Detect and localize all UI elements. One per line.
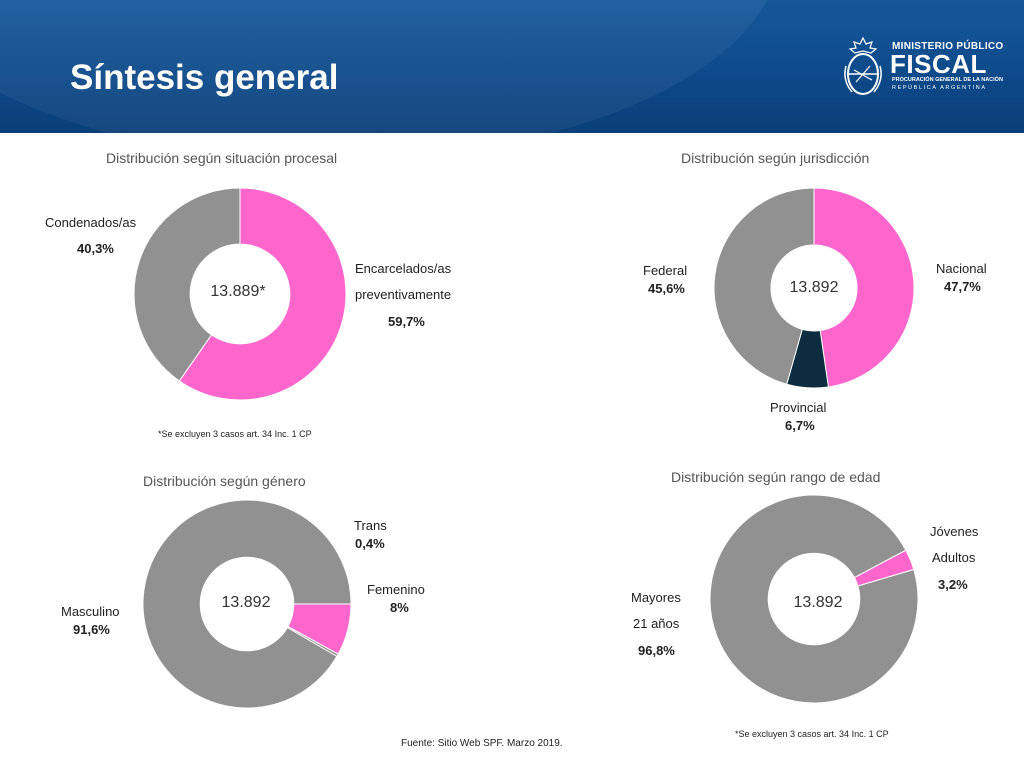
chart-1-value-encarcelados: 59,7% <box>388 314 425 329</box>
chart-4-note: *Se excluyen 3 casos art. 34 Inc. 1 CP <box>735 729 889 739</box>
chart-1-label-condenados: Condenados/as <box>45 215 137 230</box>
chart-1-center-label: 13.889* <box>210 283 266 300</box>
logo-line-4: REPÚBLICA ARGENTINA <box>892 85 987 91</box>
logo-line-2: FISCAL <box>890 49 987 79</box>
shield-emblem-icon <box>844 36 882 95</box>
chart-3-value-masculino: 91,6% <box>73 622 110 637</box>
chart-2-label-nacional: Nacional <box>936 261 987 276</box>
chart-2-donut <box>713 187 915 389</box>
chart-2-slice-2 <box>713 187 815 385</box>
chart-2-title: Distribución según jurisdicción <box>681 150 870 166</box>
chart-2-value-federal: 45,6% <box>648 281 685 296</box>
chart-3-center-label: 13.892 <box>221 594 271 611</box>
chart-1-label-encarcelados-1: Encarcelados/as <box>355 261 452 276</box>
chart-4-center-label: 13.892 <box>793 594 843 611</box>
chart-4-value-jovenes: 3,2% <box>938 577 968 592</box>
chart-2-label-federal: Federal <box>643 263 688 278</box>
logo: MINISTERIO PÚBLICO FISCAL PROCURACIÓN GE… <box>842 34 1003 98</box>
chart-2-value-nacional: 47,7% <box>944 279 981 294</box>
chart-3-value-trans: 0,4% <box>355 536 385 551</box>
logo-line-1: MINISTERIO PÚBLICO <box>892 41 1004 52</box>
chart-3-label-femenino: Femenino <box>367 582 425 597</box>
chart-2-center-label: 13.892 <box>789 279 839 296</box>
logo-line-3: PROCURACIÓN GENERAL DE LA NACIÓN <box>892 77 1003 83</box>
chart-4-slice-0 <box>709 494 919 704</box>
chart-1-slice-0 <box>178 187 347 401</box>
chart-3-label-masculino: Masculino <box>61 604 120 619</box>
chart-4-label-jovenes-1: Jóvenes <box>930 524 979 539</box>
chart-1-slice-1 <box>133 187 241 382</box>
chart-1-note: *Se excluyen 3 casos art. 34 Inc. 1 CP <box>158 429 312 439</box>
header-banner: Síntesis general MINISTERIO PÚBLICO FISC… <box>0 0 1024 133</box>
page-title: Síntesis general <box>70 58 339 97</box>
chart-3-title: Distribución según género <box>143 473 306 489</box>
chart-4-label-mayores-1: Mayores <box>631 590 681 605</box>
chart-3-slice-0 <box>142 499 352 709</box>
chart-1-title: Distribución según situación procesal <box>106 150 338 166</box>
chart-4-label-jovenes-2: Adultos <box>932 550 976 565</box>
chart-3-label-trans: Trans <box>354 518 387 533</box>
chart-4-label-mayores-2: 21 años <box>633 616 680 631</box>
chart-2-slice-0 <box>813 187 915 388</box>
chart-1-label-encarcelados-2: preventivamente <box>355 287 452 302</box>
footer-source: Fuente: Sitio Web SPF. Marzo 2019. <box>401 738 563 749</box>
chart-2-label-provincial: Provincial <box>770 400 827 415</box>
chart-3-value-femenino: 8% <box>390 600 409 615</box>
chart-1-value-condenados: 40,3% <box>77 241 114 256</box>
chart-2-value-provincial: 6,7% <box>785 418 815 433</box>
chart-1-donut <box>133 187 347 401</box>
chart-4-donut <box>709 494 919 704</box>
chart-4-title: Distribución según rango de edad <box>671 469 881 485</box>
chart-4-value-mayores: 96,8% <box>638 643 675 658</box>
chart-3-donut <box>142 499 352 709</box>
